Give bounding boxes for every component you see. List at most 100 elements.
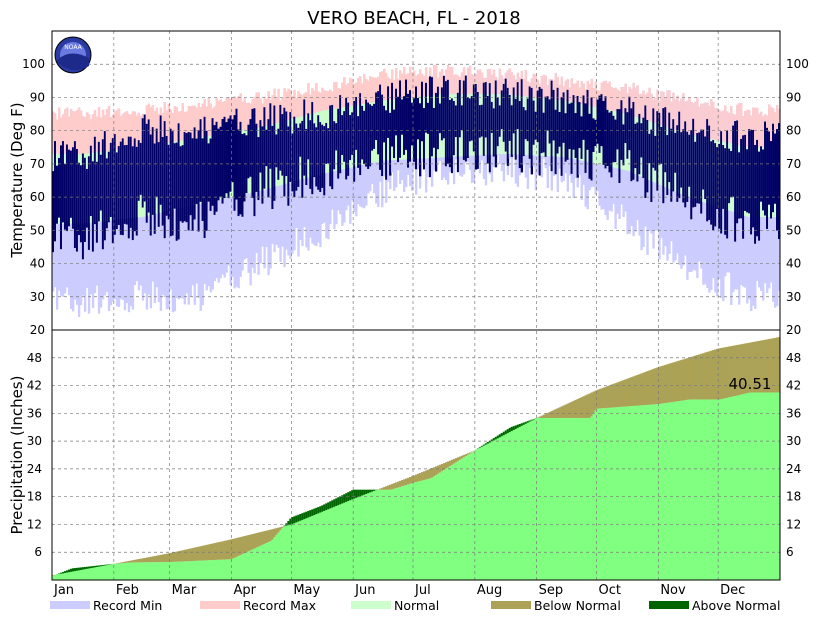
record-max-bar xyxy=(486,69,490,95)
observed-temp-bar xyxy=(239,121,242,215)
observed-temp-bar xyxy=(291,133,294,192)
legend-label: Normal xyxy=(394,598,439,613)
precip-observed-bar xyxy=(277,532,280,580)
record-max-bar xyxy=(353,83,356,106)
precip-below-normal-bar xyxy=(217,542,220,560)
record-max-bar xyxy=(293,89,296,119)
chart-title: VERO BEACH, FL - 2018 xyxy=(307,8,520,29)
precip-observed-bar xyxy=(165,562,169,580)
observed-temp-bar xyxy=(323,126,326,196)
precip-observed-bar xyxy=(560,417,563,580)
record-max-bar xyxy=(259,98,262,128)
precip-below-normal-bar xyxy=(544,413,547,418)
observed-temp-bar xyxy=(560,97,563,176)
record-max-bar xyxy=(758,113,761,148)
precip-above-normal-bar xyxy=(373,489,376,491)
precip-below-normal-bar xyxy=(157,555,161,563)
precip-observed-bar xyxy=(478,447,482,580)
precip-below-normal-bar xyxy=(137,559,141,563)
record-max-bar xyxy=(367,80,370,104)
precip-below-normal-bar xyxy=(464,454,468,457)
precip-below-normal-bar xyxy=(255,533,258,548)
precip-below-normal-bar xyxy=(418,472,422,481)
observed-temp-bar xyxy=(349,115,352,161)
precip-observed-bar xyxy=(582,417,585,580)
record-max-bar xyxy=(355,82,358,106)
observed-temp-bar xyxy=(341,115,344,155)
precip-observed-bar xyxy=(71,568,75,580)
observed-temp-bar xyxy=(209,138,212,211)
record-max-bar xyxy=(752,107,755,148)
precip-below-normal-bar xyxy=(724,347,727,399)
observed-temp-bar xyxy=(55,165,59,224)
record-max-bar xyxy=(680,98,683,132)
precip-below-normal-bar xyxy=(446,461,450,468)
precip-below-normal-bar xyxy=(275,528,278,535)
observed-temp-bar xyxy=(554,109,557,175)
precip-above-normal-bar xyxy=(345,493,348,502)
precip-below-normal-bar xyxy=(772,338,775,393)
temp-tick-label-left: 90 xyxy=(30,90,45,104)
observed-temp-bar xyxy=(648,133,651,164)
record-max-bar xyxy=(708,105,711,139)
record-max-bar xyxy=(149,106,153,146)
observed-temp-bar xyxy=(752,129,755,228)
precip-below-normal-bar xyxy=(145,557,149,563)
record-max-bar xyxy=(63,109,67,154)
observed-temp-bar xyxy=(444,81,448,167)
precip-observed-bar xyxy=(113,563,117,580)
precip-above-normal-bar xyxy=(319,506,322,513)
observed-temp-bar xyxy=(271,125,274,210)
observed-temp-bar xyxy=(395,88,398,136)
precip-below-normal-bar xyxy=(452,458,456,464)
precip-below-normal-bar xyxy=(187,548,190,562)
precip-observed-bar xyxy=(331,500,334,580)
precip-observed-bar xyxy=(405,484,408,580)
record-max-bar xyxy=(660,91,663,126)
precip-observed-bar xyxy=(411,483,414,580)
precip-below-normal-bar xyxy=(714,349,717,400)
precip-below-normal-bar xyxy=(690,356,693,400)
observed-temp-bar xyxy=(191,138,194,231)
record-max-bar xyxy=(542,74,545,99)
record-max-bar xyxy=(534,74,538,98)
temp-tick-label-left: 30 xyxy=(30,290,45,304)
precip-above-normal-bar xyxy=(329,501,332,509)
precip-observed-bar xyxy=(139,562,143,580)
precip-observed-bar xyxy=(570,417,573,580)
observed-temp-bar xyxy=(207,143,210,202)
observed-temp-bar xyxy=(213,125,216,215)
observed-temp-bar xyxy=(383,105,386,143)
precip-observed-bar xyxy=(235,556,238,580)
precip-observed-bar xyxy=(83,566,87,580)
observed-temp-bar xyxy=(774,133,777,204)
legend: Record Min Record Max Normal Below Normal Ab… xyxy=(50,598,780,613)
observed-temp-bar xyxy=(462,80,466,160)
precip-below-normal-bar xyxy=(612,383,615,408)
observed-temp-bar xyxy=(458,80,462,138)
precip-below-normal-bar xyxy=(562,405,565,418)
precip-observed-bar xyxy=(287,520,290,580)
observed-temp-bar xyxy=(472,84,476,152)
precip-below-normal-bar xyxy=(281,526,284,528)
record-max-bar xyxy=(518,77,522,96)
record-max-bar xyxy=(65,107,69,154)
temperature-panel xyxy=(52,65,781,317)
precip-observed-bar xyxy=(482,444,486,580)
record-max-bar xyxy=(746,109,749,147)
observed-temp-bar xyxy=(223,116,226,199)
observed-temp-bar xyxy=(273,105,276,201)
precip-below-normal-bar xyxy=(131,560,135,563)
observed-temp-bar xyxy=(241,134,244,217)
observed-temp-bar xyxy=(492,108,496,157)
record-max-bar xyxy=(93,110,97,153)
observed-temp-bar xyxy=(85,169,89,228)
precip-observed-bar xyxy=(103,564,107,580)
precip-below-normal-bar xyxy=(680,359,683,401)
precip-observed-bar xyxy=(281,527,284,580)
precip-observed-bar xyxy=(225,559,228,580)
observed-temp-bar xyxy=(570,102,573,174)
precip-observed-bar xyxy=(213,559,216,580)
precip-observed-bar xyxy=(716,399,719,580)
record-max-bar xyxy=(730,105,733,144)
